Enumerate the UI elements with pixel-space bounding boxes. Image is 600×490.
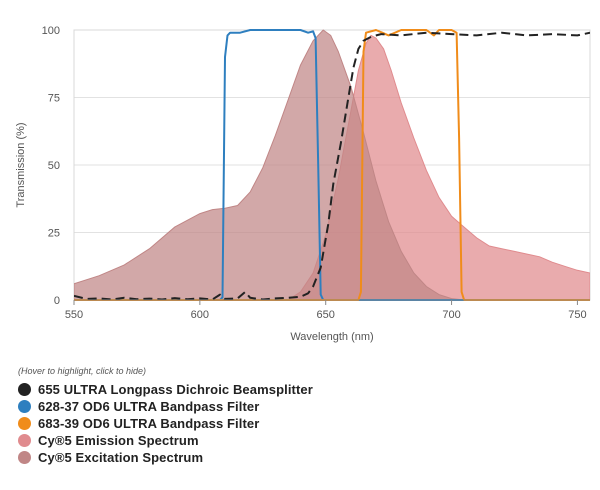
x-axis-label: Wavelength (nm) <box>290 331 373 343</box>
legend-label: 628-37 OD6 ULTRA Bandpass Filter <box>38 399 260 414</box>
legend-item-dichroic[interactable]: 655 ULTRA Longpass Dichroic Beamsplitter <box>18 381 588 398</box>
x-tick-label: 650 <box>317 309 335 321</box>
legend-item-cy5-excitation[interactable]: Cy®5 Excitation Spectrum <box>18 449 588 466</box>
legend-marker-icon <box>18 434 31 447</box>
legend-marker-icon <box>18 451 31 464</box>
legend-label: 655 ULTRA Longpass Dichroic Beamsplitter <box>38 382 313 397</box>
legend-item-683-bandpass[interactable]: 683-39 OD6 ULTRA Bandpass Filter <box>18 415 588 432</box>
legend-hint: (Hover to highlight, click to hide) <box>18 366 147 376</box>
x-tick-label: 600 <box>191 309 209 321</box>
plot-area <box>74 29 590 301</box>
axes: 0 25 50 75 100 550 600 650 700 750 <box>42 25 590 321</box>
legend-marker-icon <box>18 383 31 396</box>
legend-label: Cy®5 Emission Spectrum <box>38 433 199 448</box>
transmission-chart: 0 25 50 75 100 550 600 650 700 750 Transmission (… <box>15 25 591 343</box>
y-tick-label: 100 <box>42 25 60 37</box>
series-area-cy-5-excitation-spectrum[interactable] <box>74 29 465 301</box>
series-line-655-ultra-longpass-dichroic-beamsplitter[interactable] <box>74 31 590 301</box>
legend-marker-icon <box>18 400 31 413</box>
x-tick-label: 550 <box>65 309 83 321</box>
legend-label: 683-39 OD6 ULTRA Bandpass Filter <box>38 416 260 431</box>
series-line-683-39-od6-ultra-bandpass-filter[interactable] <box>74 29 590 301</box>
legend-label: Cy®5 Excitation Spectrum <box>38 450 204 465</box>
legend: (Hover to highlight, click to hide) 655 … <box>18 366 588 466</box>
legend-item-628-bandpass[interactable]: 628-37 OD6 ULTRA Bandpass Filter <box>18 398 588 415</box>
legend-marker-icon <box>18 417 31 430</box>
legend-item-cy5-emission[interactable]: Cy®5 Emission Spectrum <box>18 432 588 449</box>
y-tick-label: 50 <box>48 160 60 172</box>
x-tick-label: 700 <box>442 309 460 321</box>
x-tick-label: 750 <box>568 309 586 321</box>
y-axis-label: Transmission (%) <box>15 122 27 207</box>
y-tick-label: 0 <box>54 295 60 307</box>
y-tick-label: 25 <box>48 228 60 240</box>
series-line-628-37-od6-ultra-bandpass-filter[interactable] <box>74 29 590 301</box>
y-tick-label: 75 <box>48 93 60 105</box>
